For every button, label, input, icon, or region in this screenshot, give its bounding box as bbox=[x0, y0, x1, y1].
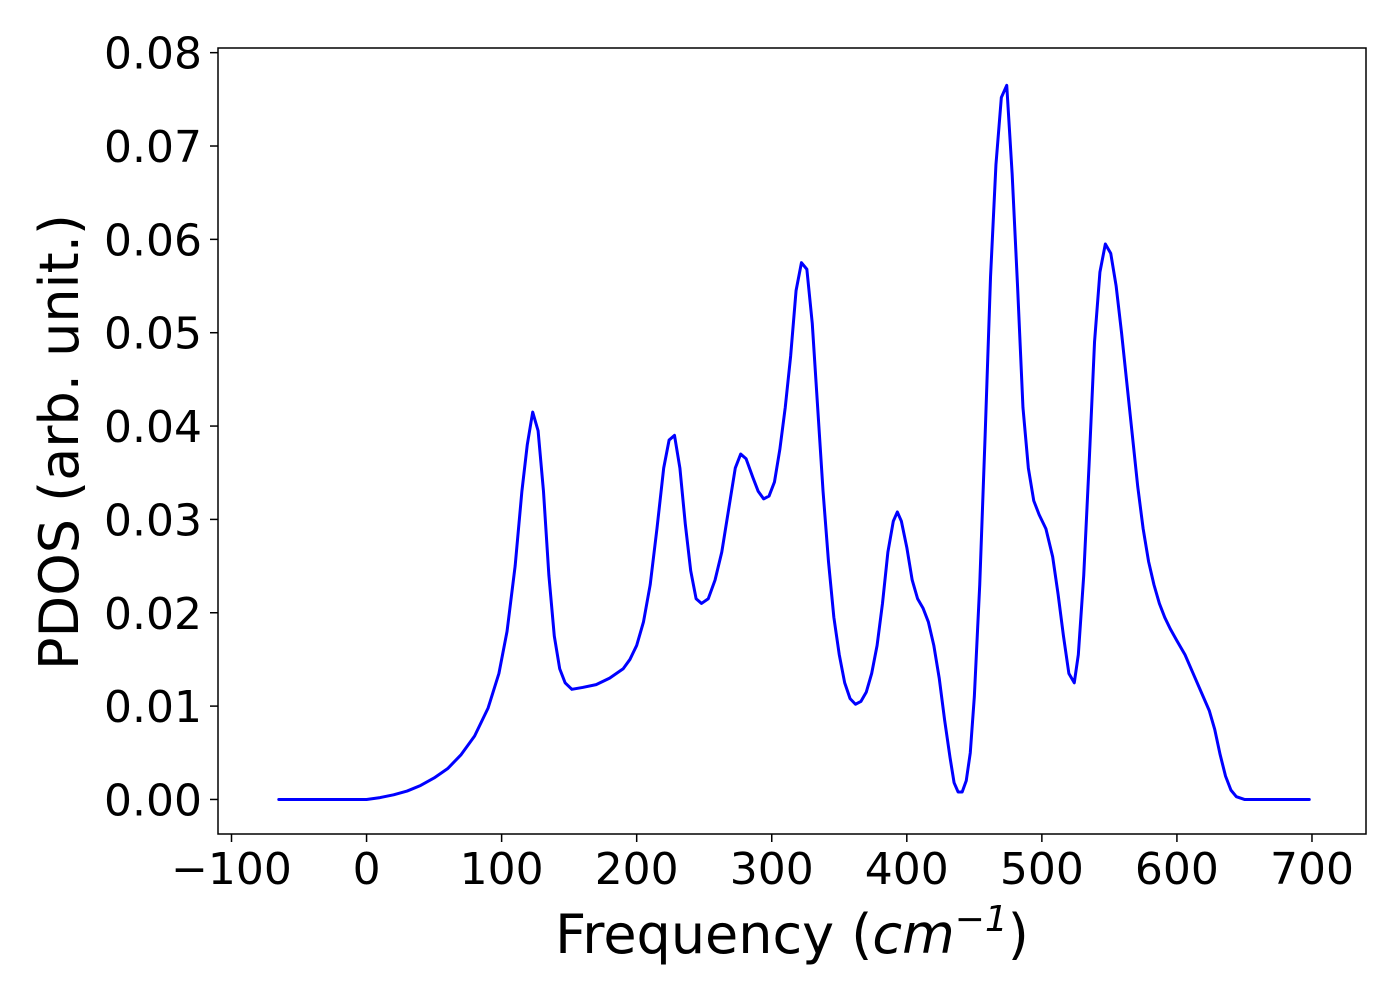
y-axis-ticks: 0.00 0.01 0.02 0.03 0.04 0.05 0.06 0.07 0.08 bbox=[104, 29, 218, 826]
x-axis-unit-close-paren: ) bbox=[1008, 903, 1029, 966]
x-tick-label: 400 bbox=[865, 844, 949, 895]
x-tick-label: 0 bbox=[353, 844, 381, 895]
x-axis-unit-base: cm bbox=[872, 903, 954, 966]
y-tick-label: 0.04 bbox=[104, 402, 202, 453]
series-layer bbox=[277, 83, 1311, 801]
plot-frame bbox=[217, 47, 1367, 835]
y-tick-label: 0.00 bbox=[104, 775, 202, 826]
x-axis-label: Frequency (cm−1) bbox=[555, 899, 1029, 966]
y-tick-label: 0.01 bbox=[104, 682, 202, 733]
x-tick-label: 600 bbox=[1135, 844, 1219, 895]
y-tick-label: 0.03 bbox=[104, 495, 202, 546]
x-tick-label: 700 bbox=[1270, 844, 1354, 895]
x-axis-ticks: −100 0 100 200 300 400 500 600 700 bbox=[171, 834, 1354, 895]
pdos-series-line bbox=[277, 83, 1311, 801]
x-tick-label: 500 bbox=[1000, 844, 1084, 895]
y-tick-label: 0.05 bbox=[104, 309, 202, 360]
x-axis-unit-open-paren: ( bbox=[834, 903, 872, 966]
x-tick-label: −100 bbox=[171, 844, 292, 895]
x-tick-label: 300 bbox=[730, 844, 814, 895]
y-tick-label: 0.07 bbox=[104, 122, 202, 173]
y-tick-label: 0.02 bbox=[104, 589, 202, 640]
x-tick-label: 100 bbox=[460, 844, 544, 895]
x-axis-label-text: Frequency bbox=[555, 903, 834, 966]
y-tick-label: 0.08 bbox=[104, 29, 202, 80]
y-axis-label: PDOS (arb. unit.) bbox=[28, 214, 91, 670]
x-tick-label: 200 bbox=[595, 844, 679, 895]
y-tick-label: 0.06 bbox=[104, 215, 202, 266]
x-axis-unit-exponent: −1 bbox=[955, 899, 1008, 940]
